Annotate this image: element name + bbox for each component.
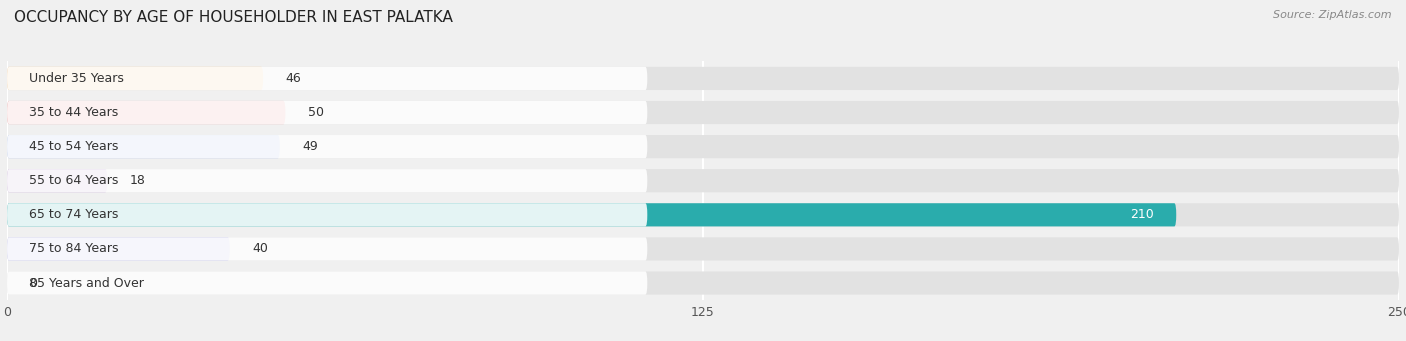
FancyBboxPatch shape — [7, 67, 1399, 90]
FancyBboxPatch shape — [7, 135, 647, 158]
Text: 18: 18 — [129, 174, 145, 187]
FancyBboxPatch shape — [7, 271, 647, 295]
FancyBboxPatch shape — [7, 203, 647, 226]
FancyBboxPatch shape — [7, 67, 263, 90]
Text: 65 to 74 Years: 65 to 74 Years — [30, 208, 118, 221]
FancyBboxPatch shape — [7, 237, 647, 261]
FancyBboxPatch shape — [7, 101, 647, 124]
Text: Under 35 Years: Under 35 Years — [30, 72, 124, 85]
FancyBboxPatch shape — [7, 203, 1177, 226]
Text: 40: 40 — [252, 242, 269, 255]
Text: 35 to 44 Years: 35 to 44 Years — [30, 106, 118, 119]
FancyBboxPatch shape — [7, 169, 647, 192]
Text: 0: 0 — [30, 277, 38, 290]
FancyBboxPatch shape — [7, 169, 107, 192]
FancyBboxPatch shape — [7, 135, 280, 158]
Text: 49: 49 — [302, 140, 318, 153]
FancyBboxPatch shape — [7, 271, 1399, 295]
FancyBboxPatch shape — [7, 169, 1399, 192]
Text: 75 to 84 Years: 75 to 84 Years — [30, 242, 118, 255]
Text: Source: ZipAtlas.com: Source: ZipAtlas.com — [1274, 10, 1392, 20]
FancyBboxPatch shape — [7, 67, 647, 90]
Text: 46: 46 — [285, 72, 301, 85]
FancyBboxPatch shape — [7, 135, 1399, 158]
FancyBboxPatch shape — [7, 101, 285, 124]
FancyBboxPatch shape — [7, 237, 229, 261]
FancyBboxPatch shape — [7, 203, 1399, 226]
FancyBboxPatch shape — [7, 101, 1399, 124]
Text: 55 to 64 Years: 55 to 64 Years — [30, 174, 118, 187]
Text: 85 Years and Over: 85 Years and Over — [30, 277, 145, 290]
FancyBboxPatch shape — [7, 237, 1399, 261]
Text: 50: 50 — [308, 106, 323, 119]
Text: OCCUPANCY BY AGE OF HOUSEHOLDER IN EAST PALATKA: OCCUPANCY BY AGE OF HOUSEHOLDER IN EAST … — [14, 10, 453, 25]
Text: 45 to 54 Years: 45 to 54 Years — [30, 140, 118, 153]
Text: 210: 210 — [1130, 208, 1154, 221]
